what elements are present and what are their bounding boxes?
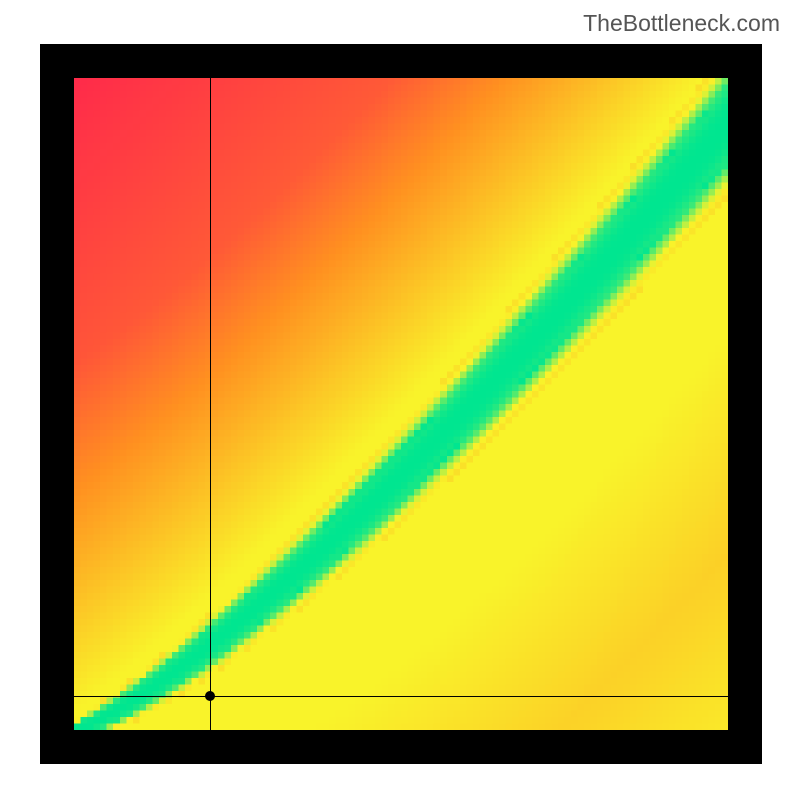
crosshair-vertical bbox=[210, 78, 211, 730]
plot-frame bbox=[40, 44, 762, 764]
heatmap-canvas bbox=[74, 78, 728, 730]
crosshair-horizontal bbox=[74, 696, 728, 697]
watermark-text: TheBottleneck.com bbox=[583, 10, 780, 37]
